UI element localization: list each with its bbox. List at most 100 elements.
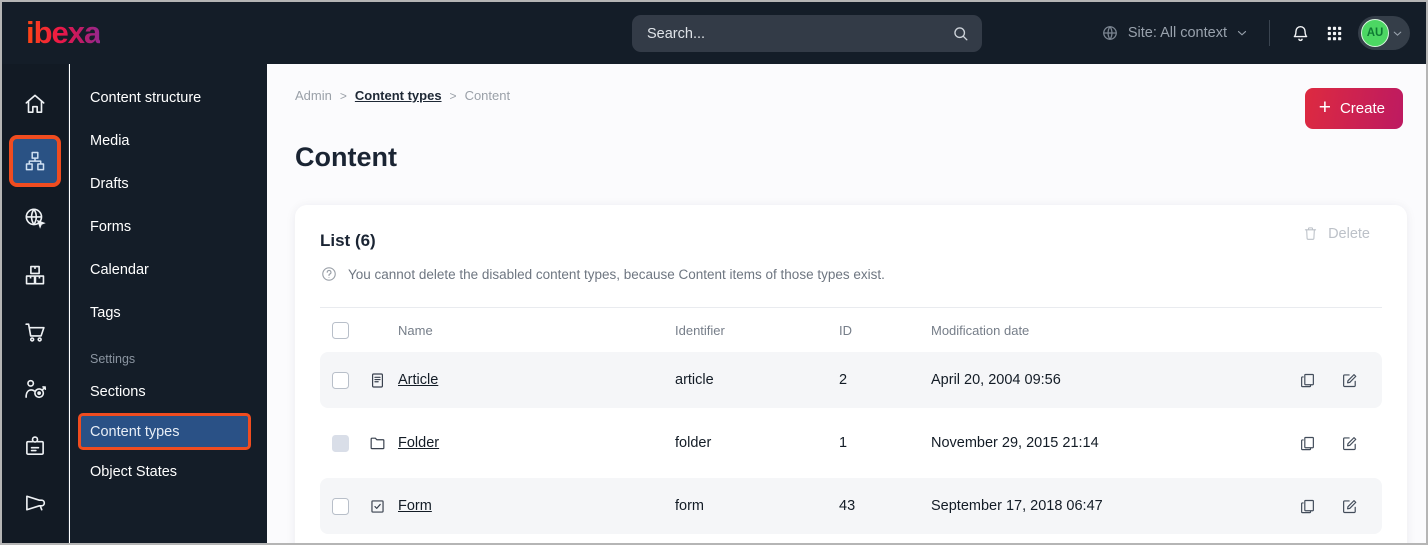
breadcrumb-content: Content [464,88,511,103]
page-title: Content [295,142,397,172]
breadcrumb-content-types[interactable]: Content types [354,88,442,103]
globe-icon [1100,23,1120,43]
sidebar-item-drafts[interactable]: Drafts [70,162,267,205]
breadcrumb-admin[interactable]: Admin [295,88,332,103]
content-types-table: Name Identifier ID Modification date Art… [320,307,1382,534]
site-context-selector[interactable]: Site: All context [1100,23,1249,43]
column-header-id: ID [839,322,852,338]
edit-icon[interactable] [1340,371,1382,390]
row-checkbox[interactable] [332,497,349,515]
site-context-label: Site: All context [1127,25,1227,41]
app-grid-icon[interactable] [1325,24,1344,43]
sidebar-item-tags[interactable]: Tags [70,291,267,334]
table-header: Name Identifier ID Modification date [320,308,1382,352]
home-icon [22,91,48,117]
cell-modification-date: November 29, 2015 21:14 [931,435,1099,451]
megaphone-icon [22,490,48,516]
sidebar-item-object-states[interactable]: Object States [70,450,267,493]
table-row: Article article 2 April 20, 2004 09:56 [320,352,1382,408]
plus-icon: + [1318,96,1331,119]
chevron-down-icon [1235,26,1249,40]
copy-icon[interactable] [1298,371,1340,390]
rail-item-product-catalog[interactable] [9,249,61,301]
row-checkbox[interactable] [332,371,349,389]
product-boxes-icon [22,262,48,288]
article-document-icon [368,371,398,390]
cell-modification-date: September 17, 2018 06:47 [931,498,1103,514]
sidebar-menu: Content structure Media Drafts Forms Cal… [70,64,267,543]
sidebar-item-label: Media [90,132,130,149]
search-input[interactable] [632,25,951,42]
copy-icon[interactable] [1298,434,1340,453]
table-row: Form form 43 September 17, 2018 06:47 [320,478,1382,534]
breadcrumb-separator: > [339,88,347,103]
rail-item-announcements[interactable] [9,477,61,529]
user-menu[interactable]: AU [1358,16,1410,50]
create-button[interactable]: + Create [1304,88,1403,129]
list-heading: List (6) [320,231,376,250]
sidebar-item-label: Content structure [90,89,202,106]
edit-icon[interactable] [1340,497,1382,516]
breadcrumb: Admin > Content types > Content [295,88,510,103]
column-header-modification-date: Modification date [931,322,1030,338]
delete-button[interactable]: Delete [1302,225,1370,242]
rail-item-commerce[interactable] [9,306,61,358]
rail-item-home[interactable] [9,78,61,130]
copy-icon[interactable] [1298,497,1340,516]
content-structure-icon [23,149,47,173]
cell-identifier: article [675,372,714,388]
sidebar-item-label: Forms [90,218,132,235]
cell-modification-date: April 20, 2004 09:56 [931,372,1061,388]
cell-id: 1 [839,435,848,451]
edit-icon[interactable] [1340,434,1382,453]
content-type-link[interactable]: Article [398,372,439,388]
breadcrumb-separator: > [449,88,457,103]
rail-item-site[interactable] [9,192,61,244]
content-types-panel: List (6) You cannot delete the disabled … [295,205,1407,543]
panel-header: List (6) You cannot delete the disabled … [320,205,1382,283]
cell-identifier: folder [675,435,712,451]
cell-identifier: form [675,498,704,514]
topbar: ibexa Site: All context [2,2,1426,64]
column-header-identifier: Identifier [675,322,725,338]
rail-item-content-structure[interactable] [9,135,61,187]
row-checkbox-disabled [332,434,349,452]
sidebar-item-content-types[interactable]: Content types [78,413,251,450]
search-icon[interactable] [951,24,970,43]
sidebar-item-forms[interactable]: Forms [70,205,267,248]
sidebar-item-label: Drafts [90,175,129,192]
rail-item-members[interactable] [9,420,61,472]
question-circle-icon [320,265,338,283]
rail-item-audience[interactable] [9,363,61,415]
id-badge-icon [22,433,48,459]
sidebar-item-calendar[interactable]: Calendar [70,248,267,291]
content-type-link[interactable]: Folder [398,435,440,451]
cell-id: 43 [839,498,856,514]
audience-target-icon [22,376,48,402]
sidebar-item-label: Object States [90,463,178,480]
trash-icon [1302,225,1319,242]
icon-rail [2,64,69,543]
sidebar-item-label: Content types [90,423,180,440]
sidebar-item-content-structure[interactable]: Content structure [70,76,267,119]
sidebar-item-label: Sections [90,383,146,400]
topbar-divider [1269,20,1270,46]
search-bar [632,15,982,52]
form-checked-icon [368,497,398,516]
sidebar-item-sections[interactable]: Sections [70,370,267,413]
sidebar-item-media[interactable]: Media [70,119,267,162]
ibexa-logo: ibexa [26,15,101,50]
site-globe-cursor-icon [22,205,48,231]
select-all-checkbox[interactable] [332,321,349,339]
notifications-bell-icon[interactable] [1290,23,1311,44]
delete-button-label: Delete [1328,225,1370,242]
chevron-down-icon [1391,27,1404,40]
info-text: You cannot delete the disabled content t… [348,266,885,282]
info-line: You cannot delete the disabled content t… [320,265,1382,283]
folder-icon [368,434,398,453]
main-content: Admin > Content types > Content + Create… [267,64,1426,543]
sidebar-item-label: Calendar [90,261,149,278]
sidebar-item-label: Tags [90,304,121,321]
content-type-link[interactable]: Form [398,498,432,514]
